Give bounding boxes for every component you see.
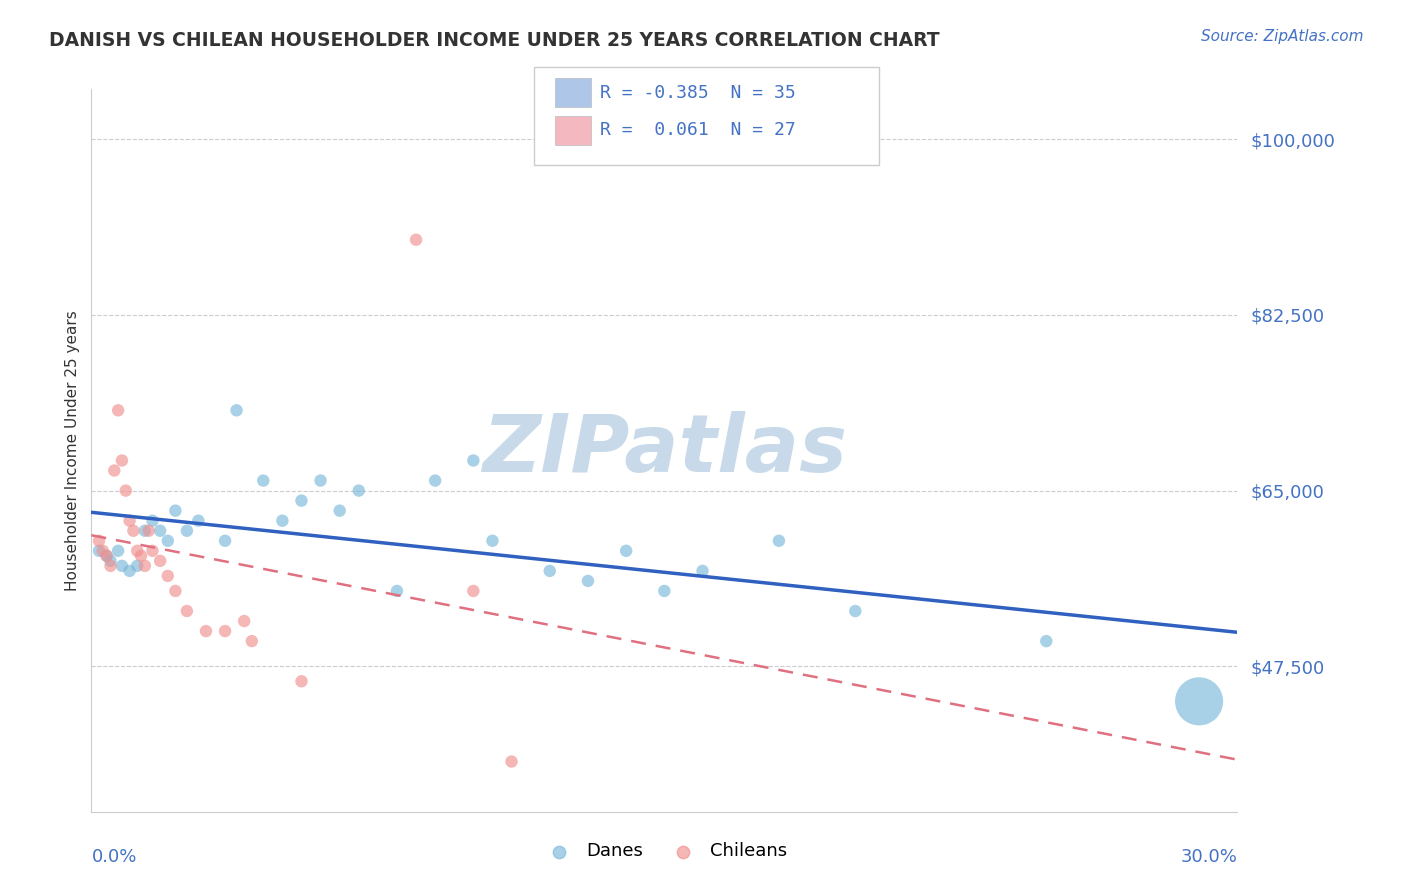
- Point: [165, 584, 187, 599]
- Point: [481, 533, 503, 548]
- Point: [118, 514, 141, 528]
- Point: [225, 403, 247, 417]
- Point: [114, 483, 136, 498]
- Point: [134, 524, 156, 538]
- Point: [87, 533, 110, 548]
- Text: 0.0%: 0.0%: [91, 848, 136, 866]
- Point: [233, 614, 256, 628]
- Point: [290, 493, 312, 508]
- Point: [309, 474, 332, 488]
- Point: [107, 543, 129, 558]
- Point: [100, 558, 122, 573]
- Point: [122, 524, 145, 538]
- Point: [176, 524, 198, 538]
- Point: [87, 543, 110, 558]
- Point: [463, 584, 485, 599]
- Point: [91, 543, 114, 558]
- Point: [768, 533, 790, 548]
- Point: [463, 453, 485, 467]
- Point: [141, 543, 163, 558]
- Text: Source: ZipAtlas.com: Source: ZipAtlas.com: [1201, 29, 1364, 45]
- Text: DANISH VS CHILEAN HOUSEHOLDER INCOME UNDER 25 YEARS CORRELATION CHART: DANISH VS CHILEAN HOUSEHOLDER INCOME UND…: [49, 31, 939, 50]
- Point: [165, 503, 187, 517]
- Point: [347, 483, 370, 498]
- Point: [149, 554, 172, 568]
- Point: [103, 464, 125, 478]
- Point: [405, 233, 427, 247]
- Point: [127, 543, 149, 558]
- Point: [129, 549, 152, 563]
- Point: [290, 674, 312, 689]
- Text: 30.0%: 30.0%: [1181, 848, 1237, 866]
- Y-axis label: Householder Income Under 25 years: Householder Income Under 25 years: [65, 310, 80, 591]
- Point: [844, 604, 866, 618]
- Point: [118, 564, 141, 578]
- Point: [96, 549, 118, 563]
- Point: [194, 624, 217, 639]
- Point: [385, 584, 408, 599]
- Point: [156, 569, 179, 583]
- Point: [149, 524, 172, 538]
- Point: [107, 403, 129, 417]
- Point: [1035, 634, 1057, 648]
- Point: [111, 453, 134, 467]
- Point: [423, 474, 446, 488]
- Point: [111, 558, 134, 573]
- Point: [127, 558, 149, 573]
- Point: [156, 533, 179, 548]
- Point: [538, 564, 561, 578]
- Text: R = -0.385  N = 35: R = -0.385 N = 35: [600, 84, 796, 102]
- Point: [271, 514, 294, 528]
- Text: ZIPatlas: ZIPatlas: [482, 411, 846, 490]
- Point: [576, 574, 599, 588]
- Point: [214, 533, 236, 548]
- Point: [134, 558, 156, 573]
- Point: [100, 554, 122, 568]
- Point: [652, 584, 675, 599]
- Point: [240, 634, 263, 648]
- Legend: Danes, Chileans: Danes, Chileans: [534, 835, 794, 868]
- Point: [614, 543, 637, 558]
- Text: R =  0.061  N = 27: R = 0.061 N = 27: [600, 121, 796, 139]
- Point: [692, 564, 714, 578]
- Point: [329, 503, 352, 517]
- Point: [1188, 694, 1211, 708]
- Point: [176, 604, 198, 618]
- Point: [252, 474, 274, 488]
- Point: [138, 524, 160, 538]
- Point: [96, 549, 118, 563]
- Point: [187, 514, 209, 528]
- Point: [141, 514, 163, 528]
- Point: [501, 755, 523, 769]
- Point: [214, 624, 236, 639]
